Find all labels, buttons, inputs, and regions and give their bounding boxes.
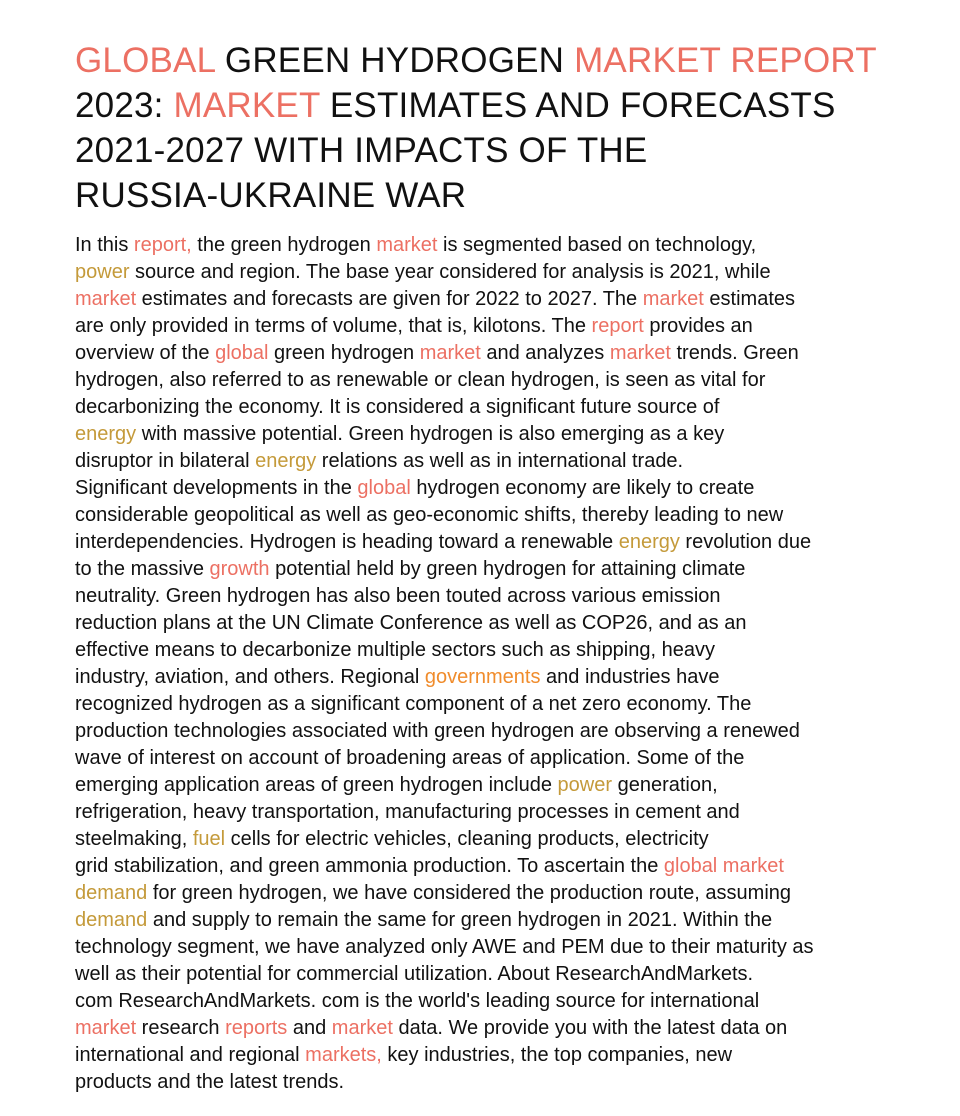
body-text-segment: neutrality. Green hydrogen has also been… [75, 585, 721, 607]
highlighted-keyword: market [642, 288, 704, 310]
title-text: RUSSIA-UKRAINE WAR [75, 176, 467, 215]
highlighted-keyword: report [591, 315, 644, 337]
body-text-segment: In this [75, 234, 134, 256]
body-text-segment: emerging application areas of green hydr… [75, 774, 558, 796]
body-text-segment: hydrogen, also referred to as renewable … [75, 369, 766, 391]
body-text-segment: refrigeration, heavy transportation, man… [75, 801, 740, 823]
body-text-segment: disruptor in bilateral [75, 450, 256, 472]
body-text-segment: com ResearchAndMarkets. com is the world… [75, 990, 760, 1012]
body-text-segment: Significant developments in the [75, 477, 358, 499]
body-text-segment: trends. Green [670, 342, 799, 364]
body-text-segment: to the massive [75, 558, 210, 580]
title-keyword: MARKET REPORT [574, 41, 877, 80]
body-text-segment: technology segment, we have analyzed onl… [75, 936, 814, 958]
title-text: 2021-2027 WITH IMPACTS OF THE [75, 131, 648, 170]
highlighted-keyword: report, [133, 234, 192, 256]
body-text-segment: source and region. The base year conside… [129, 261, 771, 283]
highlighted-keyword: market [419, 342, 481, 364]
highlighted-keyword: growth [209, 558, 270, 580]
body-text-segment: reduction plans at the UN Climate Confer… [75, 612, 747, 634]
body-text-segment: production technologies associated with … [75, 720, 800, 742]
highlighted-keyword: energy [618, 531, 680, 553]
body-text-segment: the green hydrogen [191, 234, 377, 256]
body-text-segment: key industries, the top companies, new [381, 1044, 733, 1066]
body-text-segment: decarbonizing the economy. It is conside… [75, 396, 720, 418]
highlighted-keyword: fuel [192, 828, 226, 850]
highlighted-keyword: global [215, 342, 269, 364]
highlighted-keyword: reports [225, 1017, 288, 1039]
body-text-segment: steelmaking, [75, 828, 193, 850]
body-text-segment: green hydrogen [268, 342, 420, 364]
highlighted-keyword: market [75, 288, 137, 310]
body-text-segment: research [136, 1017, 226, 1039]
title-text: ESTIMATES AND FORECASTS [319, 86, 836, 125]
body-text-segment: interdependencies. Hydrogen is heading t… [75, 531, 619, 553]
body-text-segment: hydrogen economy are likely to create [410, 477, 755, 499]
body-text-segment: considerable geopolitical as well as geo… [75, 504, 784, 526]
body-text-segment: relations as well as in international tr… [316, 450, 684, 472]
body-text-segment: with massive potential. Green hydrogen i… [136, 423, 725, 445]
body-text-segment: provides an [643, 315, 753, 337]
body-text-segment: cells for electric vehicles, cleaning pr… [225, 828, 709, 850]
highlighted-keyword: market [376, 234, 438, 256]
body-text-segment: overview of the [75, 342, 216, 364]
highlighted-keyword: demand [75, 882, 148, 904]
highlighted-keyword: market [331, 1017, 393, 1039]
body-text-segment: and analyzes [480, 342, 610, 364]
highlighted-keyword: global market [663, 855, 784, 877]
body-text-segment: industry, aviation, and others. Regional [75, 666, 425, 688]
body-text-segment: international and regional [75, 1044, 306, 1066]
body-text-segment: estimates [703, 288, 796, 310]
article-body: In this report, the green hydrogen marke… [75, 232, 885, 1096]
highlighted-keyword: market [75, 1017, 137, 1039]
body-text-segment: and supply to remain the same for green … [147, 909, 773, 931]
body-text-segment: for green hydrogen, we have considered t… [147, 882, 792, 904]
highlighted-keyword: demand [75, 909, 148, 931]
title-text: GREEN HYDROGEN [214, 41, 575, 80]
body-text-segment: effective means to decarbonize multiple … [75, 639, 715, 661]
body-text-segment: potential held by green hydrogen for att… [269, 558, 746, 580]
title-keyword: MARKET [173, 86, 320, 125]
highlighted-keyword: market [609, 342, 671, 364]
title-keyword: GLOBAL [75, 41, 215, 80]
highlighted-keyword: energy [255, 450, 317, 472]
highlighted-keyword: power [75, 261, 130, 283]
body-text-segment: data. We provide you with the latest dat… [392, 1017, 788, 1039]
body-text-segment: grid stabilization, and green ammonia pr… [75, 855, 664, 877]
page-title: GLOBAL GREEN HYDROGEN MARKET REPORT 2023:… [75, 38, 895, 218]
highlighted-keyword: governments [424, 666, 541, 688]
body-text-segment: estimates and forecasts are given for 20… [136, 288, 643, 310]
highlighted-keyword: energy [75, 423, 137, 445]
body-text-segment: are only provided in terms of volume, th… [75, 315, 592, 337]
body-text-segment: well as their potential for commercial u… [75, 963, 754, 985]
highlighted-keyword: power [557, 774, 613, 796]
highlighted-keyword: global [357, 477, 411, 499]
body-text-segment: is segmented based on technology, [437, 234, 757, 256]
body-text-segment: revolution due [679, 531, 812, 553]
body-text-segment: products and the latest trends. [75, 1071, 345, 1093]
body-text-segment: recognized hydrogen as a significant com… [75, 693, 752, 715]
body-text-segment: and [287, 1017, 332, 1039]
body-text-segment: wave of interest on account of broadenin… [75, 747, 745, 769]
title-text: 2023: [75, 86, 174, 125]
body-text-segment: and industries have [540, 666, 720, 688]
body-text-segment: generation, [612, 774, 718, 796]
highlighted-keyword: markets, [305, 1044, 382, 1066]
